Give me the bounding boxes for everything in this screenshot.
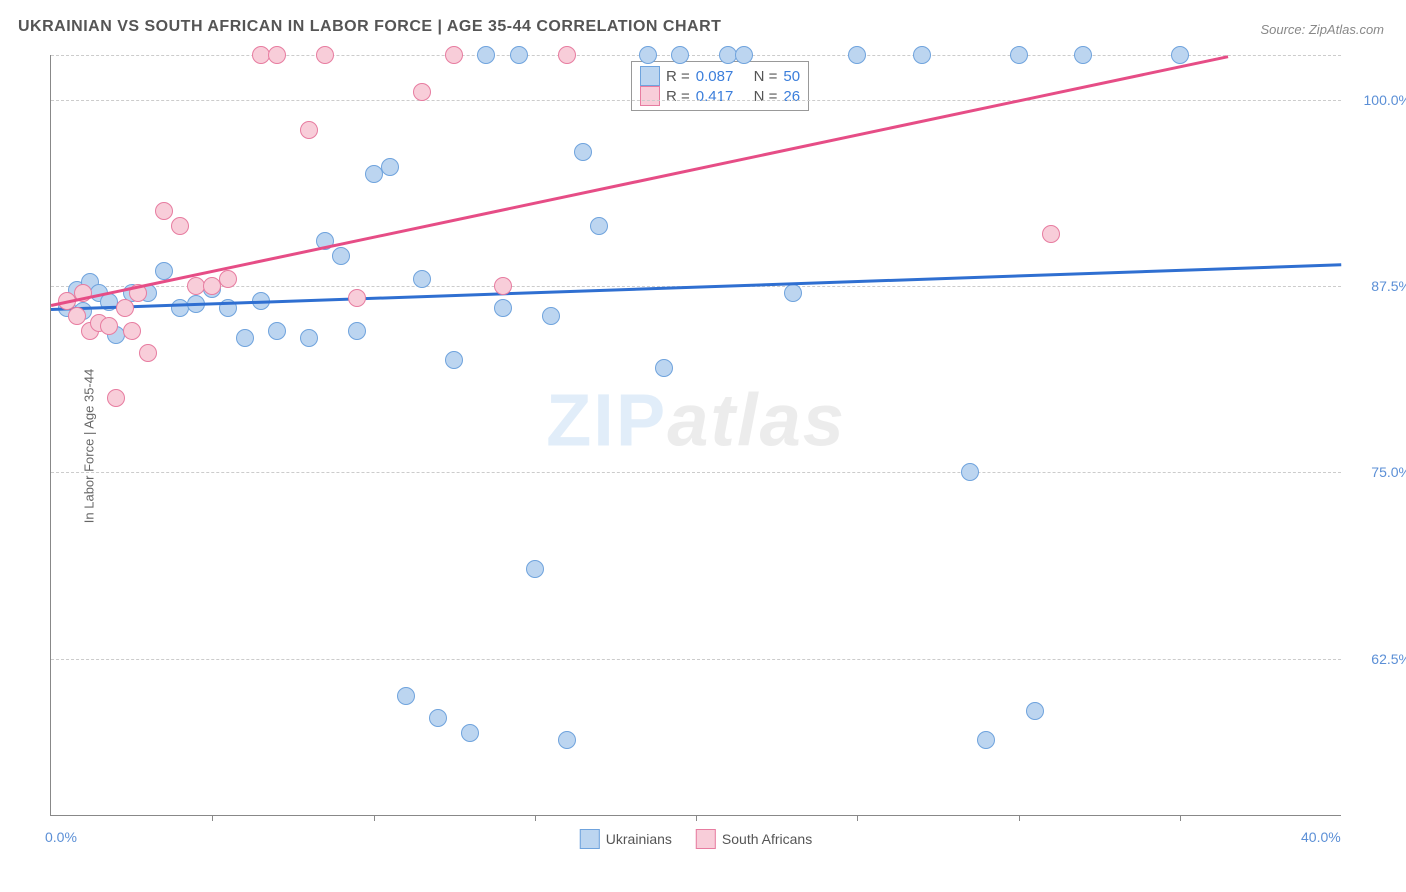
y-tick-label: 62.5%	[1371, 651, 1406, 667]
data-point	[300, 329, 318, 347]
x-tick	[535, 815, 536, 821]
data-point	[1010, 46, 1028, 64]
data-point	[300, 121, 318, 139]
x-tick	[1019, 815, 1020, 821]
data-point	[494, 299, 512, 317]
data-point	[671, 46, 689, 64]
data-point	[1171, 46, 1189, 64]
data-point	[558, 46, 576, 64]
legend-stats: R = 0.087 N = 50R = 0.417 N = 26	[631, 61, 809, 111]
data-point	[494, 277, 512, 295]
data-point	[961, 463, 979, 481]
x-tick	[1180, 815, 1181, 821]
data-point	[848, 46, 866, 64]
legend-stat-row: R = 0.087 N = 50	[640, 66, 800, 86]
data-point	[171, 217, 189, 235]
data-point	[913, 46, 931, 64]
legend-item: South Africans	[696, 829, 812, 849]
data-point	[639, 46, 657, 64]
data-point	[1042, 225, 1060, 243]
data-point	[236, 329, 254, 347]
data-point	[784, 284, 802, 302]
data-point	[574, 143, 592, 161]
data-point	[590, 217, 608, 235]
data-point	[316, 46, 334, 64]
data-point	[268, 322, 286, 340]
y-tick-label: 75.0%	[1371, 464, 1406, 480]
trend-line	[51, 264, 1341, 311]
data-point	[219, 270, 237, 288]
legend-stat-row: R = 0.417 N = 26	[640, 86, 800, 106]
data-point	[107, 389, 125, 407]
data-point	[348, 322, 366, 340]
chart-title: UKRAINIAN VS SOUTH AFRICAN IN LABOR FORC…	[18, 18, 721, 36]
y-tick-label: 100.0%	[1364, 92, 1406, 108]
gridline	[51, 659, 1341, 660]
data-point	[155, 262, 173, 280]
data-point	[1074, 46, 1092, 64]
data-point	[558, 731, 576, 749]
watermark: ZIPatlas	[546, 377, 846, 462]
data-point	[429, 709, 447, 727]
data-point	[735, 46, 753, 64]
data-point	[397, 687, 415, 705]
x-tick	[212, 815, 213, 821]
data-point	[68, 307, 86, 325]
data-point	[268, 46, 286, 64]
data-point	[542, 307, 560, 325]
y-tick-label: 87.5%	[1371, 278, 1406, 294]
data-point	[381, 158, 399, 176]
x-tick-label: 40.0%	[1301, 829, 1341, 845]
data-point	[123, 322, 141, 340]
data-point	[155, 202, 173, 220]
data-point	[445, 46, 463, 64]
data-point	[116, 299, 134, 317]
data-point	[477, 46, 495, 64]
data-point	[413, 83, 431, 101]
x-tick-label: 0.0%	[45, 829, 77, 845]
data-point	[413, 270, 431, 288]
plot-area: ZIPatlas R = 0.087 N = 50R = 0.417 N = 2…	[50, 55, 1341, 816]
data-point	[1026, 702, 1044, 720]
data-point	[655, 359, 673, 377]
data-point	[977, 731, 995, 749]
x-tick	[696, 815, 697, 821]
data-point	[526, 560, 544, 578]
legend-series: Ukrainians South Africans	[580, 829, 812, 849]
legend-item: Ukrainians	[580, 829, 672, 849]
gridline	[51, 100, 1341, 101]
data-point	[461, 724, 479, 742]
x-tick	[374, 815, 375, 821]
data-point	[100, 317, 118, 335]
gridline	[51, 472, 1341, 473]
gridline	[51, 55, 1341, 56]
source-attribution: Source: ZipAtlas.com	[1260, 22, 1384, 37]
data-point	[348, 289, 366, 307]
data-point	[445, 351, 463, 369]
data-point	[332, 247, 350, 265]
x-tick	[857, 815, 858, 821]
y-axis-label: In Labor Force | Age 35-44	[82, 369, 97, 523]
data-point	[510, 46, 528, 64]
data-point	[139, 344, 157, 362]
